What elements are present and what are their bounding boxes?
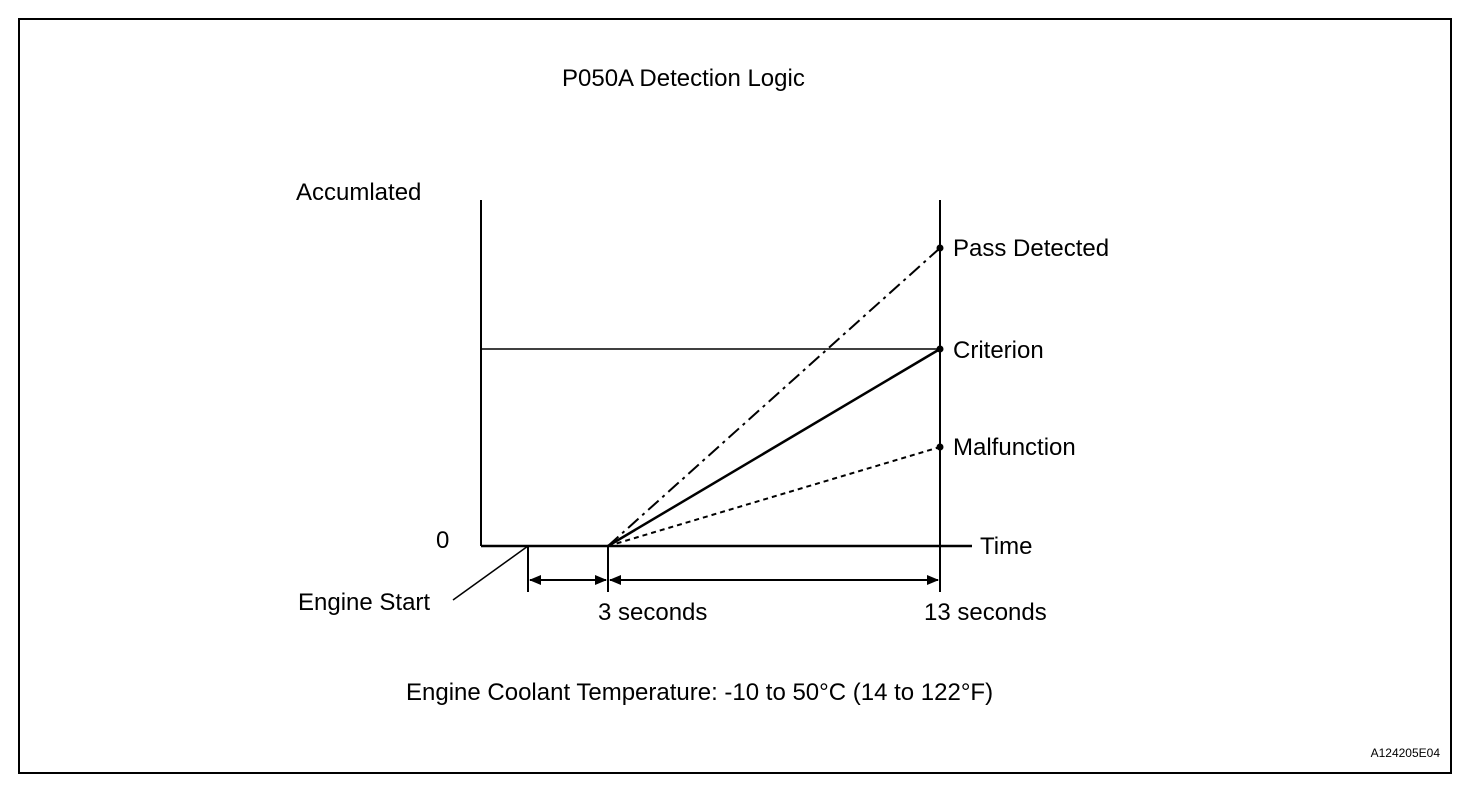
thirteen-seconds-label: 13 seconds xyxy=(924,599,1047,626)
pass-detected-line xyxy=(607,247,941,547)
three-seconds-label: 3 seconds xyxy=(598,599,707,626)
criterion-point xyxy=(936,345,944,353)
malfunction-label: Malfunction xyxy=(953,434,1076,461)
engine-start-label: Engine Start xyxy=(298,589,430,616)
y-zero-label: 0 xyxy=(436,527,449,554)
diagram-frame xyxy=(18,18,1452,774)
malfunction-line xyxy=(607,446,941,547)
criterion-line xyxy=(607,347,941,548)
condition-note: Engine Coolant Temperature: -10 to 50°C … xyxy=(406,679,993,706)
y-axis-label: Accumlated xyxy=(296,179,421,206)
diagram-title: P050A Detection Logic xyxy=(562,65,805,92)
pass-detected-point xyxy=(936,244,944,252)
criterion-label: Criterion xyxy=(953,337,1044,364)
reference-code: A124205E04 xyxy=(1371,746,1441,760)
x-axis-label: Time xyxy=(980,533,1032,560)
engine-start-leader xyxy=(452,545,529,601)
pass-detected-label: Pass Detected xyxy=(953,235,1109,262)
malfunction-point xyxy=(936,443,944,451)
